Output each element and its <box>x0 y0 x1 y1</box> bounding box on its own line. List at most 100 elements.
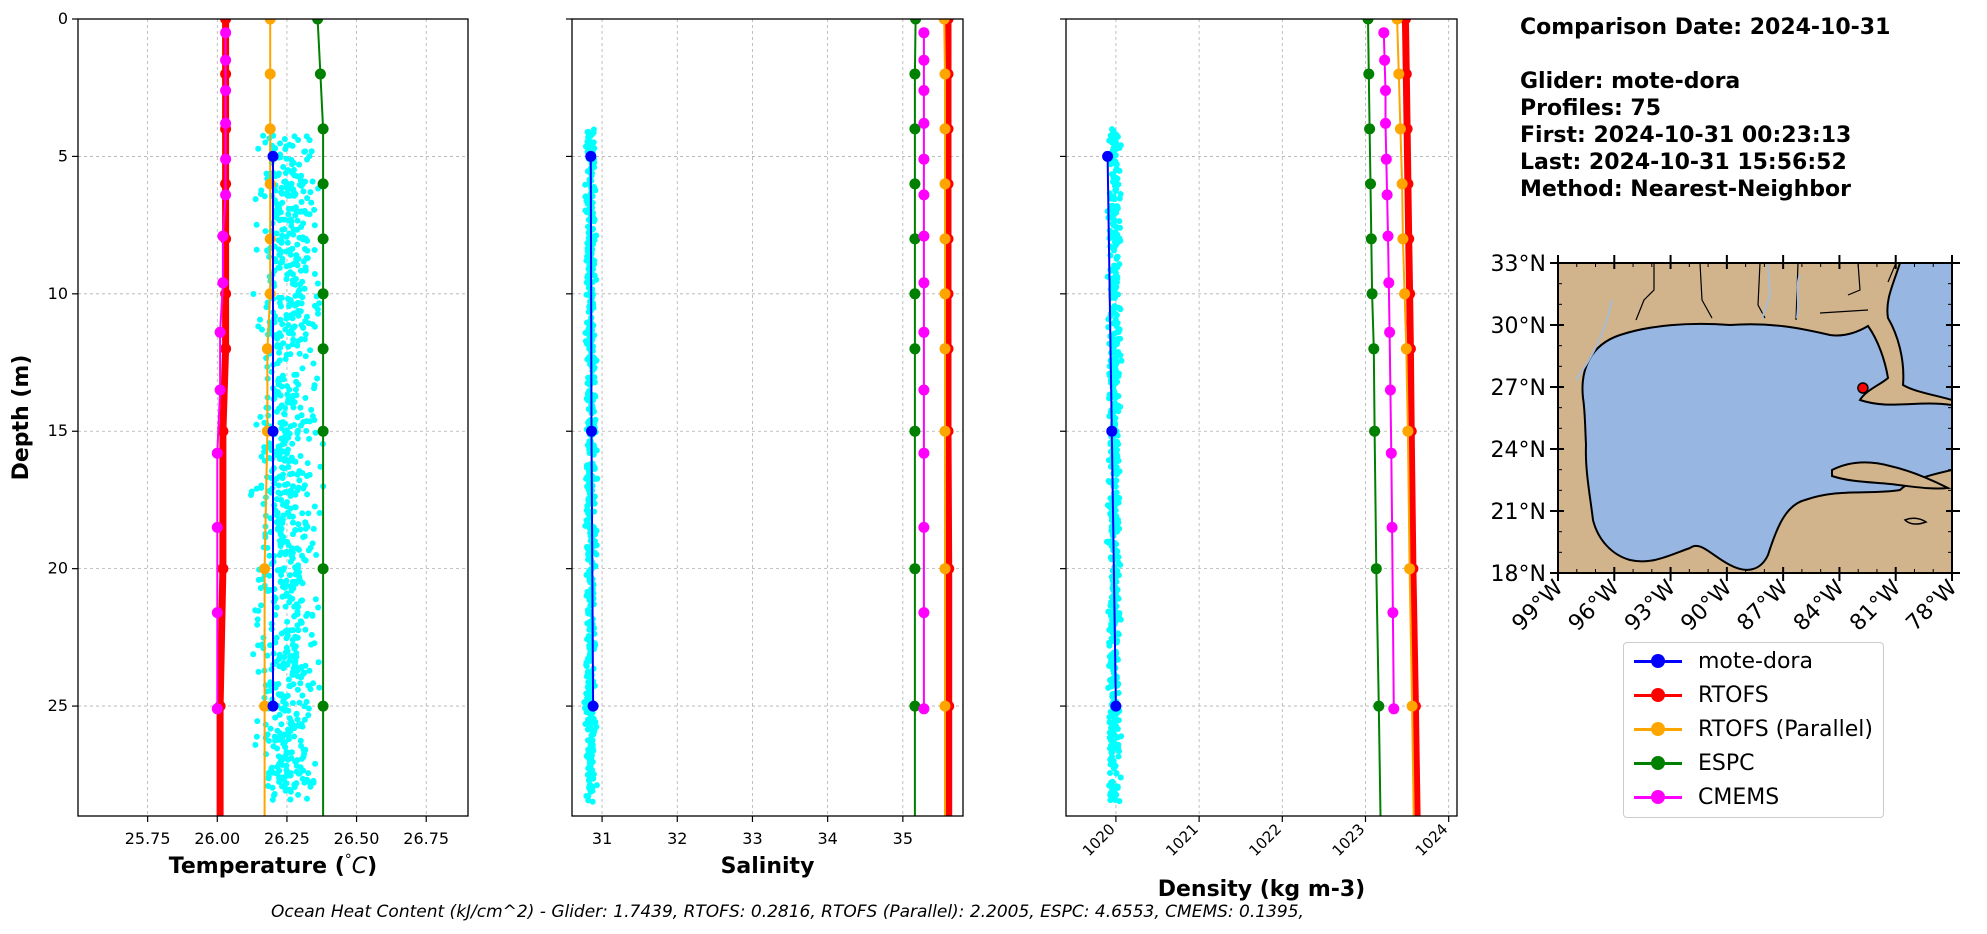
scatter-point <box>291 725 298 732</box>
scatter-point <box>586 626 593 633</box>
scatter-point <box>590 139 597 146</box>
series-point <box>317 123 329 135</box>
scatter-point <box>586 644 593 651</box>
series-point <box>918 607 930 619</box>
scatter-point <box>275 294 282 301</box>
scatter-point <box>1112 500 1119 507</box>
series-point <box>1365 178 1376 190</box>
scatter-point <box>284 239 291 246</box>
scatter-point <box>586 637 593 644</box>
scatter-point <box>1115 304 1122 311</box>
scatter-point <box>592 187 599 194</box>
scatter-point <box>258 482 265 489</box>
scatter-point <box>1116 218 1123 225</box>
scatter-point <box>277 140 283 147</box>
scatter-point <box>278 705 285 712</box>
scatter-point <box>282 420 289 427</box>
series-point <box>1364 123 1376 135</box>
scatter-point <box>306 153 313 160</box>
scatter-point <box>587 741 594 748</box>
scatter-point <box>1106 782 1113 789</box>
scatter-point <box>284 391 291 398</box>
scatter-point <box>1107 792 1114 799</box>
x-tick-label: 1022 <box>1245 820 1285 860</box>
scatter-point <box>281 136 288 142</box>
scatter-point <box>316 510 323 516</box>
scatter-point <box>583 793 590 799</box>
scatter-point <box>257 413 264 420</box>
scatter-point <box>302 519 309 526</box>
series-point <box>939 700 951 712</box>
scatter-point <box>284 628 291 635</box>
scatter-point <box>291 310 297 317</box>
info-block: Comparison Date: 2024-10-31 Glider: mote… <box>1520 14 1890 203</box>
scatter-point <box>300 324 307 331</box>
scatter-point <box>303 133 310 140</box>
scatter-point <box>291 504 298 511</box>
scatter-point <box>589 258 596 265</box>
scatter-point <box>1112 264 1119 270</box>
scatter-point <box>277 259 284 266</box>
scatter-point <box>279 321 286 328</box>
series-point <box>1379 54 1391 66</box>
scatter-point <box>307 347 314 354</box>
scatter-point <box>1117 224 1123 231</box>
scatter-point <box>294 342 301 349</box>
scatter-point <box>282 437 289 444</box>
scatter-point <box>294 634 301 641</box>
scatter-point <box>248 492 254 498</box>
scatter-point <box>293 252 300 259</box>
scatter-point <box>298 199 305 205</box>
scatter-point <box>253 221 260 228</box>
scatter-point <box>295 381 302 388</box>
scatter-point <box>582 522 589 529</box>
scatter-point <box>253 485 260 492</box>
scatter-point <box>274 343 281 350</box>
scatter-point <box>273 214 280 221</box>
scatter-point <box>1112 763 1119 769</box>
scatter-point <box>292 758 299 765</box>
scatter-point <box>297 453 304 459</box>
scatter-point <box>1115 631 1122 638</box>
scatter-point <box>278 303 284 310</box>
series-line <box>1367 19 1382 816</box>
scatter-point <box>586 693 593 700</box>
scatter-point <box>586 651 593 658</box>
scatter-point <box>308 406 315 413</box>
scatter-point <box>284 167 291 174</box>
scatter-point <box>284 618 291 625</box>
scatter-point <box>309 321 316 328</box>
scatter-point <box>1117 191 1124 197</box>
grid-lines <box>572 18 963 816</box>
series-point <box>909 343 921 355</box>
scatter-point <box>593 542 600 549</box>
series-point <box>211 607 223 619</box>
legend: mote-dora RTOFS RTOFS (Parallel) ESPC CM… <box>1623 642 1884 818</box>
scatter-point <box>291 603 298 610</box>
scatter-point <box>583 663 590 670</box>
series-rtofs <box>1399 19 1421 816</box>
scatter-point <box>277 543 284 549</box>
scatter-point <box>310 525 317 532</box>
series-point <box>264 19 276 25</box>
series-espc <box>1362 19 1385 816</box>
scatter-point <box>261 448 268 455</box>
series-point <box>1406 700 1418 712</box>
scatter-point <box>285 343 292 350</box>
x-tick-label: 1023 <box>1329 820 1369 860</box>
scatter-point <box>314 375 321 382</box>
scatter-point <box>266 572 273 579</box>
series-point <box>1383 277 1395 289</box>
scatter-point <box>275 381 282 388</box>
scatter-point <box>282 356 289 362</box>
series-point <box>909 178 921 190</box>
x-tick-label: 1021 <box>1162 820 1202 860</box>
scatter-point <box>304 460 311 467</box>
scatter-point <box>304 523 311 530</box>
series-mote-dora <box>1102 150 1122 712</box>
scatter-point <box>589 787 596 794</box>
legend-item-rtofs-parallel: RTOFS (Parallel) <box>1632 714 1873 744</box>
series-point <box>220 153 232 165</box>
scatter-point <box>1113 165 1120 172</box>
scatter-point <box>1114 567 1121 574</box>
